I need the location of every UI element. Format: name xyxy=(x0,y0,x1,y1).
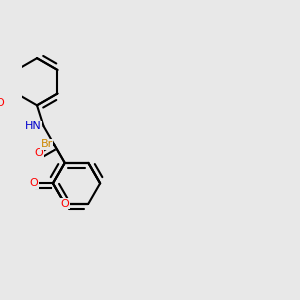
Text: Br: Br xyxy=(40,140,53,149)
Text: HN: HN xyxy=(25,121,41,131)
Text: O: O xyxy=(0,98,4,108)
Text: O: O xyxy=(30,178,38,188)
Text: O: O xyxy=(34,148,43,158)
Text: O: O xyxy=(60,199,69,209)
